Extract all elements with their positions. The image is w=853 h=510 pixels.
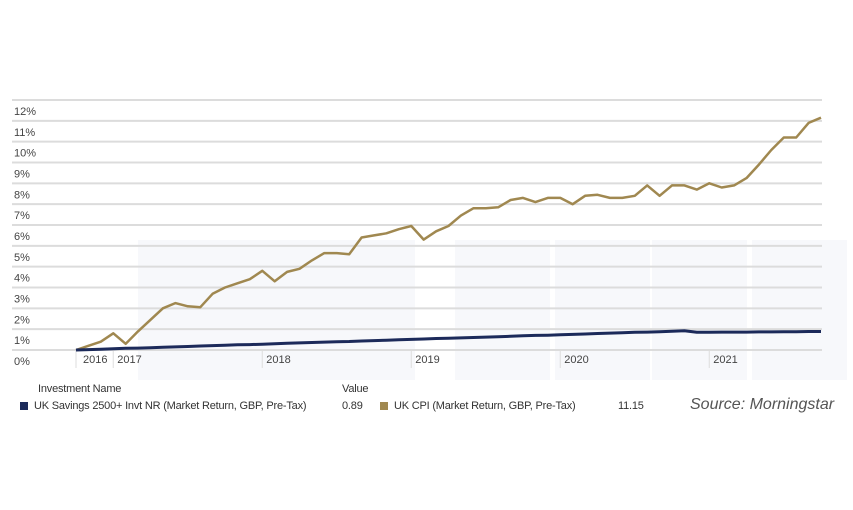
x-tick-label: 2018 [266,354,290,366]
background-bands [138,240,847,380]
series-lines [75,116,822,352]
x-tick-label: 2019 [415,354,439,366]
legend-label: UK Savings 2500+ Invt NR (Market Return,… [34,400,307,412]
series-line-uk-savings [75,329,821,352]
x-tick-label: 2020 [564,354,588,366]
legend-item-cpi: UK CPI (Market Return, GBP, Pre-Tax) [380,400,576,412]
background-band [752,240,847,380]
background-band [138,240,256,380]
background-band [255,240,415,380]
background-band [555,240,650,380]
legend-swatch-cpi [380,402,388,411]
source-note: Source: Morningstar [690,396,835,413]
y-tick-label: 9% [14,169,30,181]
y-tick-label: 10% [14,148,36,160]
background-band [652,240,747,380]
y-tick-label: 7% [14,210,30,222]
background-band [455,240,550,380]
x-tick-label: 2021 [713,354,737,366]
y-tick-label: 2% [14,314,30,326]
x-tick-label: 2016 [83,354,107,366]
gridlines [12,99,822,351]
series-line-uk-cpi [75,116,822,352]
legend-name-header: Investment Name [38,383,122,395]
y-tick-label: 8% [14,189,30,201]
legend-value-header: Value [342,383,369,395]
y-axis-ticks: 0% 1% 2% 3% 4% 5% 6% 7% 8% 9% 10% 11% 12% [14,106,36,368]
legend-value-cpi: 11.15 [618,400,644,412]
legend-label: UK CPI (Market Return, GBP, Pre-Tax) [394,400,576,412]
y-tick-label: 0% [14,356,30,368]
y-tick-label: 5% [14,252,30,264]
x-axis-ticks: 2016 2017 2018 2019 2020 2021 [75,350,738,368]
y-tick-label: 4% [14,273,30,285]
x-tick-label: 2017 [117,354,141,366]
legend-value-savings: 0.89 [342,400,363,412]
line-chart: 0%1%2%3%4%5%6%7%8%9%10%11%12% 2016 2017 20… [12,99,847,380]
y-tick-label: 6% [14,231,30,243]
legend-swatch-savings [20,402,28,411]
y-tick-label: 11% [14,127,35,139]
y-tick-label: 12% [14,106,36,118]
y-tick-label: 3% [14,294,30,306]
legend-item-savings: UK Savings 2500+ Invt NR (Market Return,… [20,400,307,412]
y-tick-label: 1% [14,335,30,347]
